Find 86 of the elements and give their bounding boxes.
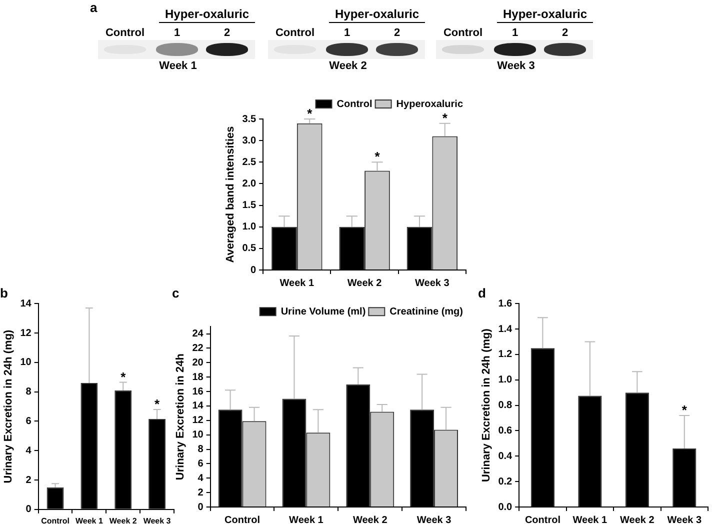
y-tick-label: 1.0: [498, 374, 513, 386]
y-tick-label: 6: [198, 458, 204, 470]
y-tick-label: 14: [192, 400, 204, 412]
y-tick-label: 10: [20, 357, 32, 368]
text: Week 2: [329, 60, 367, 72]
chart-title: d: [478, 285, 486, 300]
text: Control: [443, 27, 483, 39]
y-tick-label: 0.2: [498, 476, 513, 488]
y-tick-label: 0.6: [498, 425, 513, 436]
y-tick-label: 8: [26, 386, 32, 398]
annotation: *: [154, 396, 161, 412]
text: Control: [275, 27, 315, 39]
legend-label: Urine Volume (ml): [280, 306, 366, 318]
y-tick-label: 1.4: [498, 324, 513, 335]
y-tick-label: 2: [26, 474, 32, 486]
y-tick-label: 1.6: [498, 298, 513, 310]
x-tick-label: Week 3: [143, 516, 172, 526]
y-tick-label: 0: [198, 502, 204, 513]
text: 1: [512, 27, 518, 39]
text: Hyper-oxaluric: [496, 7, 594, 23]
annotation: *: [307, 106, 314, 122]
x-tick-label: Week 2: [347, 278, 382, 289]
x-tick-label: Week 3: [415, 278, 450, 289]
x-tick-label: Week 2: [352, 514, 388, 526]
y-tick-label: 20: [192, 357, 204, 368]
y-tick-label: 0: [250, 264, 257, 276]
chart-title: b: [0, 285, 8, 300]
text: 2: [562, 27, 568, 39]
y-tick-label: 1.5: [242, 200, 257, 212]
y-tick-label: 0.5: [242, 243, 257, 254]
chart-title: c: [172, 285, 180, 300]
y-tick-label: 12: [192, 415, 204, 426]
legend-label: Control: [336, 98, 373, 110]
y-axis-title: Urinary Excretion in 24h (mg): [2, 329, 15, 484]
y-tick-label: 22: [192, 343, 204, 354]
x-tick-label: Week 2: [620, 514, 655, 526]
annotation: *: [374, 149, 381, 164]
x-tick-label: Week 1: [75, 516, 104, 526]
x-tick-label: Week 2: [109, 516, 138, 526]
y-tick-label: 24: [192, 328, 204, 340]
legend-label: Hyperoxaluric: [396, 98, 464, 110]
y-tick-label: 8: [198, 444, 204, 456]
text: Hyper-oxaluric: [158, 7, 256, 23]
legend-label: Creatinine (mg): [390, 306, 464, 318]
y-tick-label: 16: [192, 386, 204, 398]
y-tick-label: 0: [26, 504, 32, 516]
x-tick-label: Week 1: [289, 514, 324, 526]
y-tick-label: 3.0: [242, 135, 257, 146]
y-tick-label: 4: [26, 445, 32, 456]
x-tick-label: Week 1: [572, 514, 608, 526]
y-axis-title: Averaged band intensities: [224, 126, 237, 263]
y-tick-label: 0.4: [498, 450, 513, 462]
annotation: *: [442, 110, 448, 126]
x-tick-label: Week 1: [280, 278, 314, 289]
y-tick-label: 14: [20, 298, 32, 310]
x-tick-label: Week 3: [416, 514, 452, 526]
x-tick-label: Control: [224, 514, 260, 526]
text: Week 1: [159, 60, 197, 72]
text: Week 3: [497, 60, 535, 72]
y-tick-label: 1.0: [242, 222, 257, 233]
annotation: *: [682, 402, 688, 418]
x-tick-label: Week 3: [667, 514, 702, 526]
y-axis-title: Urinary Excretion in 24h: [174, 353, 187, 480]
annotation: *: [120, 369, 127, 384]
text: 1: [174, 27, 180, 39]
y-tick-label: 2.0: [242, 178, 257, 190]
text: 2: [224, 27, 230, 39]
x-tick-label: Control: [524, 514, 561, 526]
y-tick-label: 0.8: [498, 400, 513, 412]
y-tick-label: 1.2: [498, 349, 513, 360]
y-axis-title: Urinary Excretion in 24h (mg): [480, 328, 493, 482]
x-tick-label: Control: [41, 516, 70, 526]
y-tick-label: 10: [192, 430, 204, 441]
text: Control: [105, 27, 145, 39]
text: 1: [344, 27, 350, 39]
y-tick-label: 3.5: [242, 114, 257, 125]
y-tick-label: 12: [20, 328, 32, 339]
y-tick-label: 4: [198, 472, 204, 484]
y-tick-label: 18: [192, 372, 204, 383]
y-tick-label: 0.0: [498, 502, 513, 513]
text: 2: [394, 27, 400, 39]
y-tick-label: 2.5: [242, 156, 257, 168]
text: a: [90, 0, 98, 15]
y-tick-label: 6: [26, 416, 32, 427]
text: Hyper-oxaluric: [328, 7, 426, 23]
y-tick-label: 2: [198, 487, 204, 498]
